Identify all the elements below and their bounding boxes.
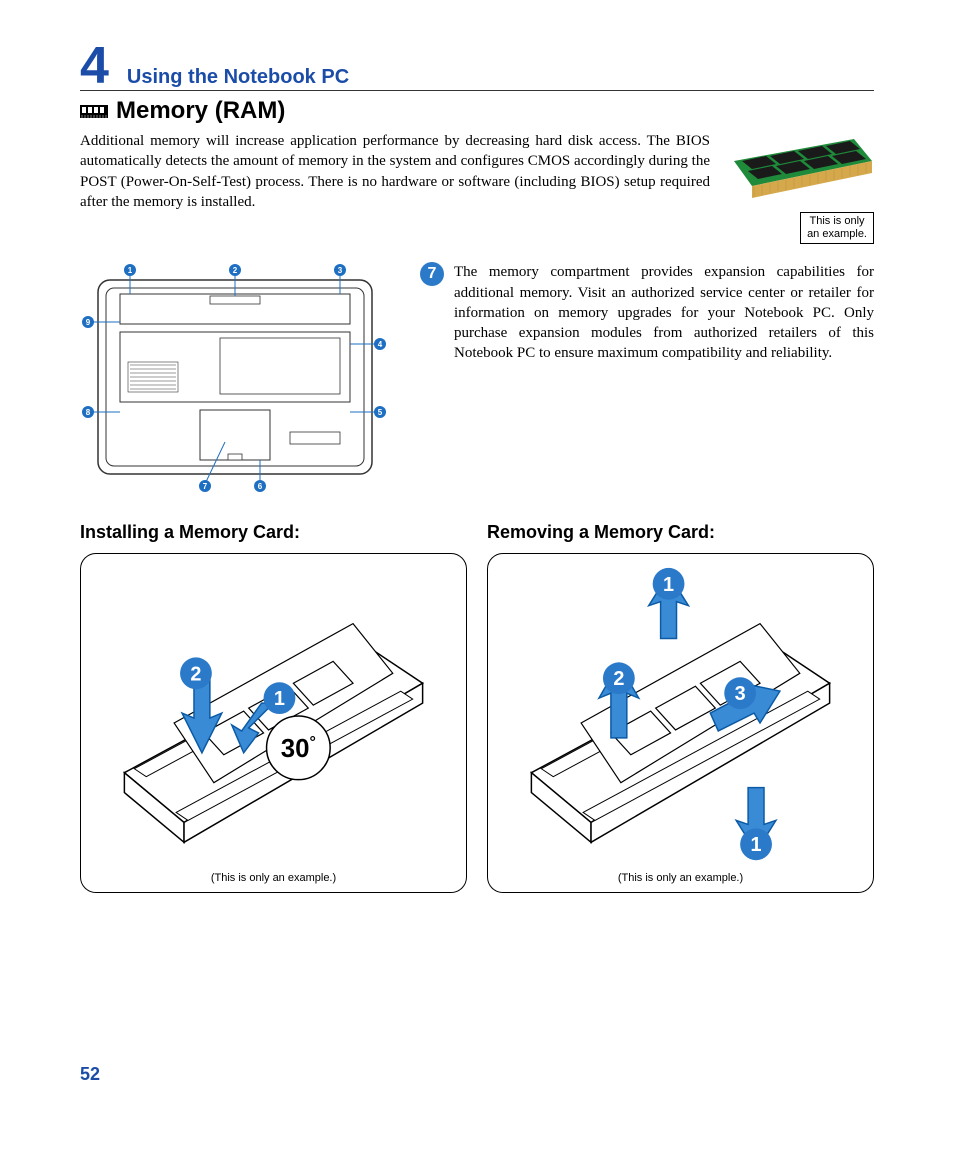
chapter-header: 4 Using the Notebook PC [80,40,874,92]
install-heading: Installing a Memory Card: [80,522,467,543]
section-header: Memory (RAM) [80,97,874,125]
intro-paragraph: Additional memory will increase applicat… [80,131,710,244]
install-caption: (This is only an example.) [81,872,466,884]
svg-text:3: 3 [735,684,746,706]
install-column: Installing a Memory Card: [80,522,467,893]
remove-column: Removing a Memory Card: [487,522,874,893]
svg-text:1: 1 [751,835,762,857]
remove-heading: Removing a Memory Card: [487,522,874,543]
svg-text:4: 4 [378,340,383,349]
ram-icon [80,104,108,118]
chapter-title: Using the Notebook PC [127,66,349,89]
memory-cards-row: Installing a Memory Card: [80,522,874,893]
mid-block: 1 2 3 4 5 6 7 8 9 7 [80,262,874,492]
example-caption: This is only an example. [800,212,874,244]
svg-text:9: 9 [86,318,91,327]
compartment-block: 7 The memory compartment provides expans… [420,262,874,363]
intro-block: Additional memory will increase applicat… [80,131,874,244]
compartment-badge: 7 [420,262,444,286]
divider [80,90,874,91]
svg-text:2: 2 [233,266,238,275]
svg-text:6: 6 [258,482,263,491]
svg-text:7: 7 [203,482,208,491]
remove-caption: (This is only an example.) [488,872,873,884]
svg-text:5: 5 [378,408,383,417]
laptop-bottom-diagram: 1 2 3 4 5 6 7 8 9 [80,262,390,492]
page-number: 52 [80,1064,100,1085]
svg-text:1: 1 [663,574,674,596]
ram-module-image [724,131,874,211]
svg-text:8: 8 [86,408,91,417]
compartment-text: The memory compartment provides expansio… [454,262,874,363]
chapter-number: 4 [80,40,109,92]
ram-photo-box: This is only an example. [724,131,874,244]
remove-diagram-box: 1 1 2 3 (This is only an example.) [487,553,874,893]
caption-line2: an example. [807,228,867,240]
install-diagram: 30° 1 2 [81,554,466,892]
svg-text:3: 3 [338,266,343,275]
install-diagram-box: 30° 1 2 (This is only an example.) [80,553,467,893]
caption-line1: This is only [810,215,865,227]
svg-text:1: 1 [274,688,285,710]
svg-text:2: 2 [613,669,624,691]
svg-text:1: 1 [128,266,133,275]
svg-text:2: 2 [190,664,201,686]
section-title: Memory (RAM) [116,97,285,125]
remove-diagram: 1 1 2 3 [488,554,873,892]
